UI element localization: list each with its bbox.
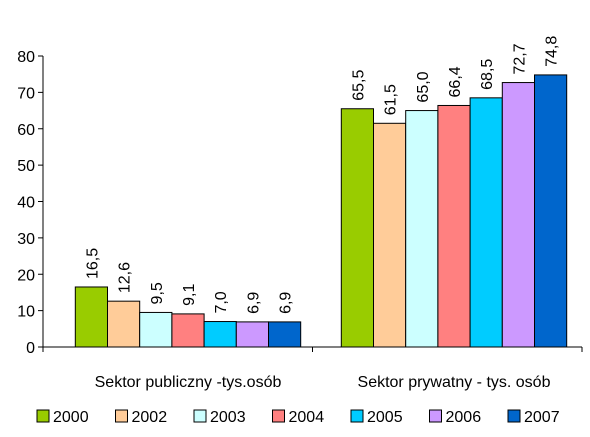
y-tick-label: 70 [17, 85, 35, 102]
bar-2002 [373, 122, 407, 348]
y-tick-label: 40 [17, 195, 35, 212]
y-tick-label: 20 [17, 267, 35, 284]
legend-label: 2002 [132, 409, 168, 426]
bar-2006 [235, 321, 270, 348]
bar-2005 [469, 97, 503, 348]
data-label: 72,7 [511, 43, 528, 74]
legend-swatch-2007 [507, 409, 521, 423]
legend-label: 2003 [210, 409, 246, 426]
legend-label: 2006 [446, 409, 482, 426]
y-tick-label: 30 [17, 231, 35, 248]
data-label: 7,0 [213, 291, 230, 313]
data-label: 9,5 [149, 282, 166, 304]
y-tick-label: 50 [17, 158, 35, 175]
data-label: 16,5 [84, 248, 101, 279]
y-tick-label: 80 [17, 49, 35, 66]
legend-swatch-2000 [36, 409, 50, 423]
bar-2007 [268, 321, 302, 348]
data-label: 9,1 [181, 284, 198, 306]
data-label: 6,9 [278, 292, 295, 314]
legend-swatch-2003 [193, 409, 207, 423]
data-label: 65,5 [350, 70, 367, 101]
data-labels: 16,5 65,5 12,6 61,5 9,5 65,0 9,1 66,4 7,0 68,5 6,9… [84, 36, 560, 314]
legend-label: 2004 [289, 409, 325, 426]
legend-swatch-2002 [115, 409, 128, 423]
bar-2006 [501, 82, 535, 348]
bar-2004 [171, 313, 205, 348]
data-label: 65,0 [415, 71, 432, 102]
data-label: 6,9 [245, 292, 262, 314]
bar-2000 [340, 108, 374, 348]
bar-2007 [534, 74, 568, 348]
x-category-label: Sektor prywatny - tys. osób [358, 374, 551, 391]
bar-2005 [203, 321, 237, 348]
legend-swatch-2004 [272, 409, 285, 423]
bar-2003 [139, 311, 173, 348]
bar-2000 [74, 286, 109, 348]
y-tick-label: 60 [17, 122, 35, 139]
legend-label: 2000 [53, 409, 89, 426]
data-label: 66,4 [447, 66, 464, 97]
data-label: 12,6 [117, 262, 134, 293]
legend-swatch-2005 [350, 409, 364, 423]
data-label: 68,5 [479, 59, 496, 90]
y-tick-label: 10 [17, 304, 35, 321]
legend: 2000 2002 2003 2004 2005 2006 2007 [36, 409, 560, 426]
data-label: 74,8 [544, 36, 561, 67]
bars [74, 74, 568, 348]
bar-2004 [437, 104, 471, 348]
y-tick-label: 0 [26, 340, 35, 357]
legend-label: 2007 [524, 409, 560, 426]
legend-swatch-2006 [429, 409, 442, 423]
bar-2002 [107, 300, 141, 348]
bar-2003 [405, 110, 439, 348]
x-category-label: Sektor publiczny -tys.osób [95, 374, 282, 391]
data-label: 61,5 [383, 84, 400, 115]
legend-label: 2005 [367, 409, 403, 426]
